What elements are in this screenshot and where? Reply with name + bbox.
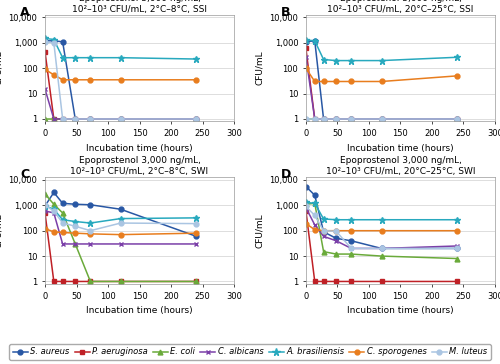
Y-axis label: CFU/mL: CFU/mL xyxy=(255,51,264,85)
Y-axis label: CFU/mL: CFU/mL xyxy=(0,213,3,248)
Title: Epoprostenol 3,000 ng/mL,
10²–10³ CFU/mL, 20°C–25°C, SWI: Epoprostenol 3,000 ng/mL, 10²–10³ CFU/mL… xyxy=(326,156,475,176)
Y-axis label: CFU/mL: CFU/mL xyxy=(255,213,264,248)
Text: A: A xyxy=(20,6,30,19)
Y-axis label: CFU/mL: CFU/mL xyxy=(0,51,3,85)
Title: Epoprostenol 3,000 ng/mL,
10²–10³ CFU/mL, 2°C–8°C, SSI: Epoprostenol 3,000 ng/mL, 10²–10³ CFU/mL… xyxy=(72,0,207,14)
Title: Epoprostenol 3,000 ng/mL,
10²–10³ CFU/mL, 20°C–25°C, SSI: Epoprostenol 3,000 ng/mL, 10²–10³ CFU/mL… xyxy=(328,0,474,14)
Title: Epoprostenol 3,000 ng/mL,
10²–10³ CFU/mL, 2°C–8°C, SWI: Epoprostenol 3,000 ng/mL, 10²–10³ CFU/mL… xyxy=(70,156,208,176)
Text: C: C xyxy=(20,169,30,182)
Text: D: D xyxy=(282,169,292,182)
Text: B: B xyxy=(282,6,291,19)
Legend: S. aureus, P. aeruginosa, E. coli, C. albicans, A. brasiliensis, C. sporogenes, : S. aureus, P. aeruginosa, E. coli, C. al… xyxy=(10,344,490,360)
X-axis label: Incubation time (hours): Incubation time (hours) xyxy=(86,306,193,315)
X-axis label: Incubation time (hours): Incubation time (hours) xyxy=(86,144,193,153)
X-axis label: Incubation time (hours): Incubation time (hours) xyxy=(347,306,454,315)
X-axis label: Incubation time (hours): Incubation time (hours) xyxy=(347,144,454,153)
